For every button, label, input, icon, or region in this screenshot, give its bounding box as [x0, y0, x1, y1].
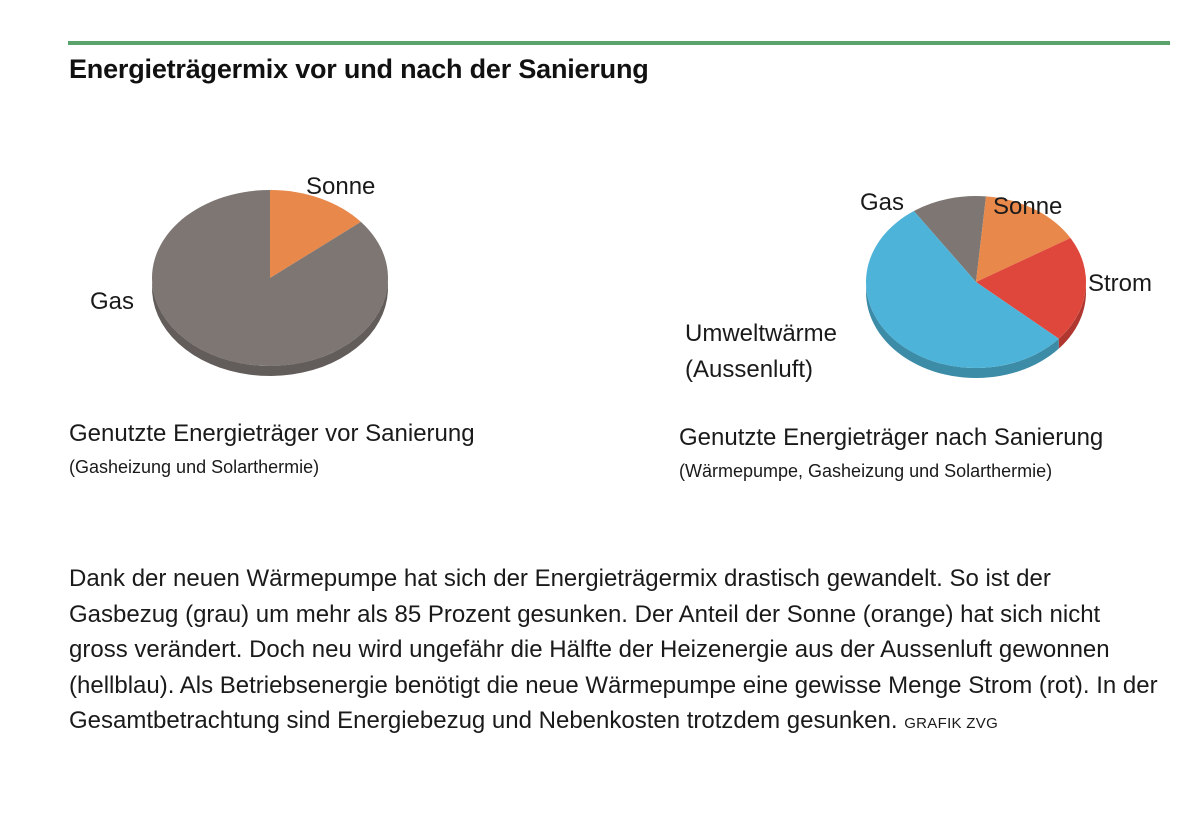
- chart-title: Energieträgermix vor und nach der Sanier…: [69, 54, 649, 84]
- pie-label-after-aussenluft: (Aussenluft): [685, 356, 814, 383]
- pie-label-before-gas: Gas: [90, 288, 135, 315]
- pie-side-2: [1058, 282, 1086, 349]
- caption-before-title: Genutzte Energieträger vor Sanierung: [69, 420, 475, 447]
- pie-slice-strom: [976, 237, 1087, 339]
- pie-chart-before: [151, 189, 388, 376]
- caption-before-subtitle: (Gasheizung und Solarthermie): [69, 457, 320, 477]
- graphic-credit: GRAFIK ZVG: [904, 715, 999, 732]
- body-text: Dank der neuen Wärmepumpe hat sich der E…: [69, 565, 1158, 734]
- pie-slice-sonne: [976, 196, 1071, 282]
- caption-after-title: Genutzte Energieträger nach Sanierung: [679, 424, 1104, 451]
- pie-slice-umweltwärme: [866, 211, 1059, 368]
- pie-slice-gas: [151, 189, 388, 366]
- pie-slice-gas: [913, 196, 987, 282]
- pie-chart-after: [866, 196, 1087, 378]
- pie-label-after-sonne: Sonne: [993, 193, 1063, 220]
- pie-label-before-sonne: Sonne: [306, 173, 376, 200]
- pie-label-after-umweltwaerme: Umweltwärme: [685, 320, 838, 347]
- pie-side-3: [866, 286, 1059, 378]
- pie-label-after-strom: Strom: [1088, 270, 1153, 297]
- caption-after-subtitle: (Wärmepumpe, Gasheizung und Solarthermie…: [679, 461, 1053, 481]
- top-rule: [68, 41, 1170, 45]
- pie-slice-sonne: [270, 190, 361, 278]
- pie-label-after-gas: Gas: [860, 189, 905, 216]
- body-paragraph: Dank der neuen Wärmepumpe hat sich der E…: [69, 561, 1159, 742]
